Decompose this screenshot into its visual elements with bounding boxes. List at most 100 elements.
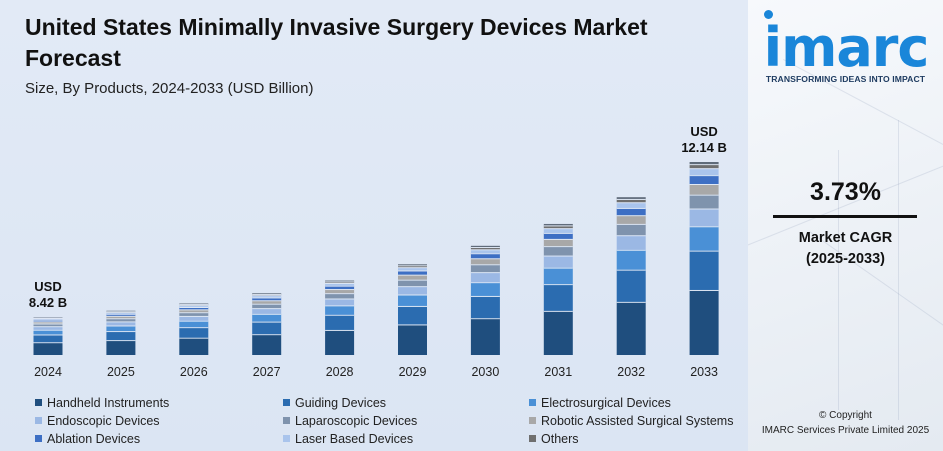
- bar-segment: [252, 321, 282, 335]
- bar-segment: [616, 215, 646, 224]
- bar-segment: [470, 282, 500, 296]
- bar-separator: [470, 282, 500, 284]
- bar-segment: [616, 202, 646, 208]
- legend-swatch: [35, 435, 42, 442]
- cagr-label-line2: (2025-2033): [806, 251, 885, 267]
- bar-separator: [106, 325, 136, 327]
- legend-item: Guiding Devices: [283, 394, 529, 411]
- bar-separator: [33, 342, 63, 344]
- bar-2030: [470, 245, 500, 355]
- bar-segment: [470, 245, 500, 248]
- bar-segment: [252, 303, 282, 309]
- bar-separator: [106, 321, 136, 323]
- bar-segment: [543, 225, 573, 229]
- legend-swatch: [35, 417, 42, 424]
- bar-segment: [252, 313, 282, 322]
- x-tick-label: 2031: [544, 365, 572, 379]
- cagr-label: Market CAGR (2025-2033): [748, 228, 943, 270]
- brand-panel: imarc TRANSFORMING IDEAS INTO IMPACT 3.7…: [748, 0, 943, 451]
- bar-separator: [398, 294, 427, 296]
- page-title: United States Minimally Invasive Surgery…: [25, 14, 648, 71]
- bar-segment: [616, 197, 646, 199]
- legend-swatch: [35, 399, 42, 406]
- bar-separator: [252, 297, 282, 299]
- bar-segment: [325, 282, 355, 286]
- chart-subtitle: Size, By Products, 2024-2033 (USD Billio…: [25, 80, 314, 97]
- legend-swatch: [529, 417, 536, 424]
- bar-segment: [470, 258, 500, 265]
- bar-separator: [179, 312, 209, 314]
- bar-separator: [398, 267, 427, 269]
- bar-separator: [106, 340, 136, 342]
- legend-item: Laser Based Devices: [283, 430, 529, 447]
- bar-separator: [543, 225, 573, 227]
- bar-segment: [616, 198, 646, 203]
- bar-separator: [252, 303, 282, 305]
- bar-segment: [616, 269, 646, 302]
- bar-segment: [325, 285, 355, 290]
- x-tick-label: 2025: [107, 365, 135, 379]
- bar-separator: [33, 323, 63, 325]
- bar-separator: [616, 223, 646, 225]
- legend-swatch: [529, 435, 536, 442]
- bar-segment: [325, 280, 355, 282]
- x-tick-label: 2032: [617, 365, 645, 379]
- bar-segment: [689, 194, 719, 209]
- bar-separator: [543, 267, 573, 269]
- bar-2028: [325, 280, 355, 355]
- bar-separator: [470, 272, 500, 274]
- bar-separator: [325, 282, 355, 284]
- bar-segment: [543, 238, 573, 247]
- bar-segment: [689, 226, 719, 251]
- bar-separator: [33, 329, 63, 331]
- bar-separator: [543, 232, 573, 234]
- bar-segment: [179, 303, 209, 305]
- bar-separator: [398, 270, 427, 272]
- value-annotation-unit: USD: [690, 124, 717, 139]
- chart-panel: United States Minimally Invasive Surgery…: [0, 0, 748, 451]
- bar-separator: [325, 281, 355, 283]
- bar-segment: [398, 267, 427, 271]
- copyright: © Copyright IMARC Services Private Limit…: [748, 408, 943, 438]
- bar-2033: [689, 162, 719, 355]
- bar-separator: [689, 289, 719, 291]
- bar-separator: [543, 284, 573, 286]
- legend-item: Others: [529, 430, 739, 447]
- bar-separator: [470, 264, 500, 266]
- bar-segment: [470, 253, 500, 259]
- value-annotation: 8.42 B: [29, 295, 67, 310]
- bar-separator: [179, 309, 209, 311]
- bar-separator: [33, 318, 63, 320]
- bar-separator: [616, 215, 646, 217]
- bar-separator: [33, 317, 63, 319]
- bar-segment: [470, 249, 500, 254]
- bar-separator: [616, 301, 646, 303]
- legend-swatch: [283, 417, 290, 424]
- bar-separator: [689, 164, 719, 166]
- bar-separator: [470, 318, 500, 320]
- bar-separator: [179, 337, 209, 339]
- bar-segment: [33, 329, 63, 335]
- bar-segment: [33, 321, 63, 324]
- bar-segment: [179, 337, 209, 355]
- bar-separator: [252, 295, 282, 297]
- bar-segment: [252, 293, 282, 294]
- bar-segment: [325, 298, 355, 306]
- legend-label: Handheld Instruments: [47, 395, 170, 410]
- bar-separator: [616, 207, 646, 209]
- bar-separator: [252, 334, 282, 336]
- cagr-value: 3.73%: [810, 178, 881, 206]
- bar-segment: [106, 318, 136, 322]
- bar-separator: [179, 327, 209, 329]
- legend-item: Endoscopic Devices: [35, 412, 283, 429]
- bar-segment: [689, 208, 719, 227]
- bar-separator: [398, 274, 427, 276]
- bar-separator: [616, 198, 646, 200]
- bar-2025: [106, 310, 136, 355]
- bar-separator: [179, 307, 209, 308]
- bar-segment: [33, 342, 63, 355]
- value-annotation-unit: USD: [34, 279, 61, 294]
- legend-label: Electrosurgical Devices: [541, 395, 671, 410]
- bar-segment: [106, 321, 136, 326]
- bar-segment: [252, 297, 282, 301]
